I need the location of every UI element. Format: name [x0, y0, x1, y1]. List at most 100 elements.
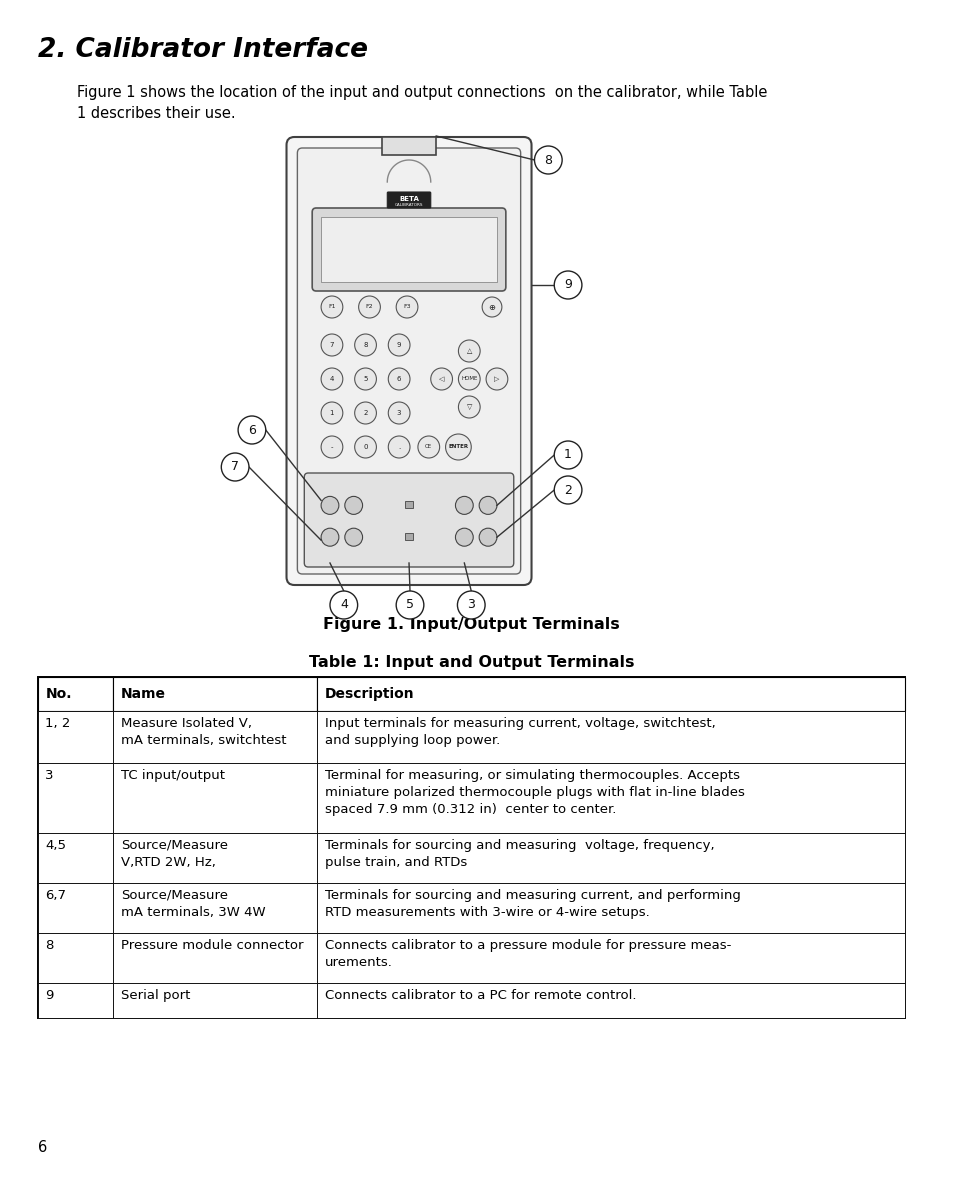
Text: 8: 8	[363, 342, 368, 348]
Text: 3: 3	[396, 410, 401, 416]
Bar	[37, 763, 112, 833]
Circle shape	[458, 396, 479, 418]
Text: Figure 1 shows the location of the input and output connections  on the calibrat: Figure 1 shows the location of the input…	[77, 85, 766, 121]
Text: Source/Measure
mA terminals, 3W 4W: Source/Measure mA terminals, 3W 4W	[121, 889, 265, 920]
Circle shape	[458, 340, 479, 361]
Circle shape	[388, 334, 410, 356]
Circle shape	[238, 416, 266, 444]
Text: Name: Name	[121, 687, 166, 702]
Text: 1, 2: 1, 2	[46, 717, 71, 730]
Text: 4,5: 4,5	[46, 839, 67, 852]
Text: CALIBRATORS: CALIBRATORS	[395, 203, 423, 207]
Text: 2: 2	[563, 483, 572, 497]
Circle shape	[486, 369, 507, 390]
Text: ▷: ▷	[494, 376, 499, 382]
Text: -: -	[331, 444, 333, 450]
FancyBboxPatch shape	[312, 209, 505, 292]
Text: Source/Measure
V,RTD 2W, Hz,: Source/Measure V,RTD 2W, Hz,	[121, 839, 228, 869]
Bar	[37, 711, 112, 763]
Text: 2. Calibrator Interface: 2. Calibrator Interface	[37, 37, 367, 63]
Circle shape	[321, 529, 338, 546]
Text: 1: 1	[330, 410, 334, 416]
Text: Input terminals for measuring current, voltage, switchtest,
and supplying loop p: Input terminals for measuring current, v…	[324, 717, 715, 747]
Circle shape	[321, 402, 342, 424]
Bar	[112, 933, 316, 984]
Text: 2: 2	[363, 410, 367, 416]
Circle shape	[344, 497, 362, 514]
Circle shape	[355, 436, 376, 457]
Text: No.: No.	[46, 687, 71, 702]
Circle shape	[431, 369, 452, 390]
Circle shape	[344, 529, 362, 546]
Text: 6,7: 6,7	[46, 889, 67, 902]
Bar	[112, 711, 316, 763]
Text: 3: 3	[467, 598, 475, 611]
Bar	[112, 883, 316, 933]
Text: 6: 6	[396, 376, 401, 382]
Circle shape	[321, 436, 342, 457]
Text: TC input/output: TC input/output	[121, 769, 225, 782]
Text: 9: 9	[396, 342, 401, 348]
Circle shape	[455, 529, 473, 546]
Text: 4: 4	[330, 376, 334, 382]
Circle shape	[445, 434, 471, 460]
Circle shape	[395, 591, 423, 619]
Text: △: △	[466, 348, 472, 354]
Text: 9: 9	[563, 278, 572, 292]
Circle shape	[478, 529, 497, 546]
Text: Measure Isolated V,
mA terminals, switchtest: Measure Isolated V, mA terminals, switch…	[121, 717, 286, 747]
Circle shape	[417, 436, 439, 457]
Bar	[316, 711, 904, 763]
Text: F2: F2	[365, 305, 373, 309]
Circle shape	[481, 297, 501, 318]
Text: F3: F3	[403, 305, 411, 309]
Text: CE: CE	[425, 444, 432, 449]
Text: Connects calibrator to a PC for remote control.: Connects calibrator to a PC for remote c…	[324, 989, 636, 1003]
Bar	[37, 933, 112, 984]
Text: 8: 8	[544, 154, 552, 167]
Text: ENTER: ENTER	[448, 444, 468, 449]
Text: Terminals for sourcing and measuring  voltage, frequency,
pulse train, and RTDs: Terminals for sourcing and measuring vol…	[324, 839, 714, 869]
Text: 8: 8	[46, 939, 53, 952]
Circle shape	[554, 271, 581, 299]
Circle shape	[456, 591, 484, 619]
Bar	[405, 533, 413, 540]
Text: 1: 1	[563, 448, 572, 461]
Text: .: .	[397, 444, 400, 450]
Text: Connects calibrator to a pressure module for pressure meas-
urements.: Connects calibrator to a pressure module…	[324, 939, 730, 969]
Bar	[405, 501, 413, 508]
Bar	[321, 217, 497, 282]
Bar	[112, 677, 316, 711]
Circle shape	[388, 436, 410, 457]
Circle shape	[355, 369, 376, 390]
Circle shape	[321, 369, 342, 390]
Bar	[37, 677, 112, 711]
Circle shape	[321, 334, 342, 356]
Circle shape	[358, 296, 380, 318]
Text: 6: 6	[37, 1140, 47, 1155]
Text: 7: 7	[330, 342, 334, 348]
Circle shape	[478, 497, 497, 514]
Text: 3: 3	[46, 769, 54, 782]
Bar	[381, 137, 436, 155]
Circle shape	[221, 453, 249, 481]
Text: Terminal for measuring, or simulating thermocouples. Accepts
miniature polarized: Terminal for measuring, or simulating th…	[324, 769, 744, 816]
FancyBboxPatch shape	[286, 137, 531, 585]
Bar	[316, 677, 904, 711]
Text: 7: 7	[231, 461, 239, 474]
Text: ▽: ▽	[466, 404, 472, 410]
Text: 5: 5	[406, 598, 414, 611]
Text: Table 1: Input and Output Terminals: Table 1: Input and Output Terminals	[308, 655, 634, 670]
Bar	[37, 677, 904, 1018]
Text: 4: 4	[339, 598, 348, 611]
Circle shape	[355, 402, 376, 424]
Text: 5: 5	[363, 376, 367, 382]
Bar	[112, 763, 316, 833]
Circle shape	[455, 497, 473, 514]
Circle shape	[395, 296, 417, 318]
Text: ⊕: ⊕	[488, 302, 495, 312]
Text: 6: 6	[248, 423, 255, 436]
Circle shape	[330, 591, 357, 619]
Bar	[112, 984, 316, 1018]
Bar	[37, 984, 112, 1018]
